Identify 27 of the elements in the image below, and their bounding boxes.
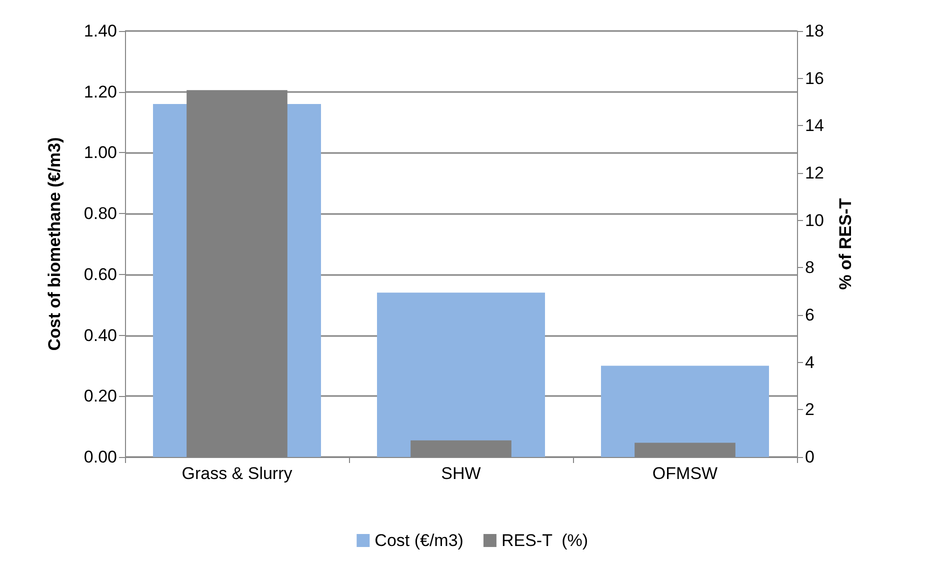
y-tick-label: 0.60 [84,264,117,284]
y2-tick-label: 0 [805,448,814,466]
y-tick-label: 1.00 [84,143,117,162]
y2-tick-label: 14 [805,116,824,136]
y-tick-label: 0.00 [84,448,117,466]
legend-label: Cost (€/m3) [374,531,464,550]
bar [377,292,545,457]
x-tick-label: Grass & Slurry [182,464,293,483]
bar [601,366,769,457]
x-tick-label: OFMSW [652,464,718,483]
y2-axis-title: % of RES-T [836,198,855,290]
legend-label: RES-T (%) [501,531,588,550]
y-tick-label: 0.80 [84,204,117,224]
y2-tick-label: 2 [805,400,814,420]
y-axis-title: Cost of biomethane (€/m3) [45,137,64,351]
y2-tick-label: 6 [805,306,814,324]
y2-tick-label: 16 [805,68,824,88]
x-tick-label: SHW [441,464,481,483]
y-tick-label: 1.40 [84,22,117,40]
y2-tick-label: 4 [805,352,814,372]
y2-tick-label: 10 [805,210,824,230]
y-tick-label: 1.20 [84,82,117,102]
y-tick-label: 0.40 [84,326,117,345]
y2-tick-label: 18 [805,22,824,40]
y2-tick-label: 12 [805,164,824,182]
y2-tick-label: 8 [805,258,814,278]
y-tick-label: 0.20 [84,386,117,406]
